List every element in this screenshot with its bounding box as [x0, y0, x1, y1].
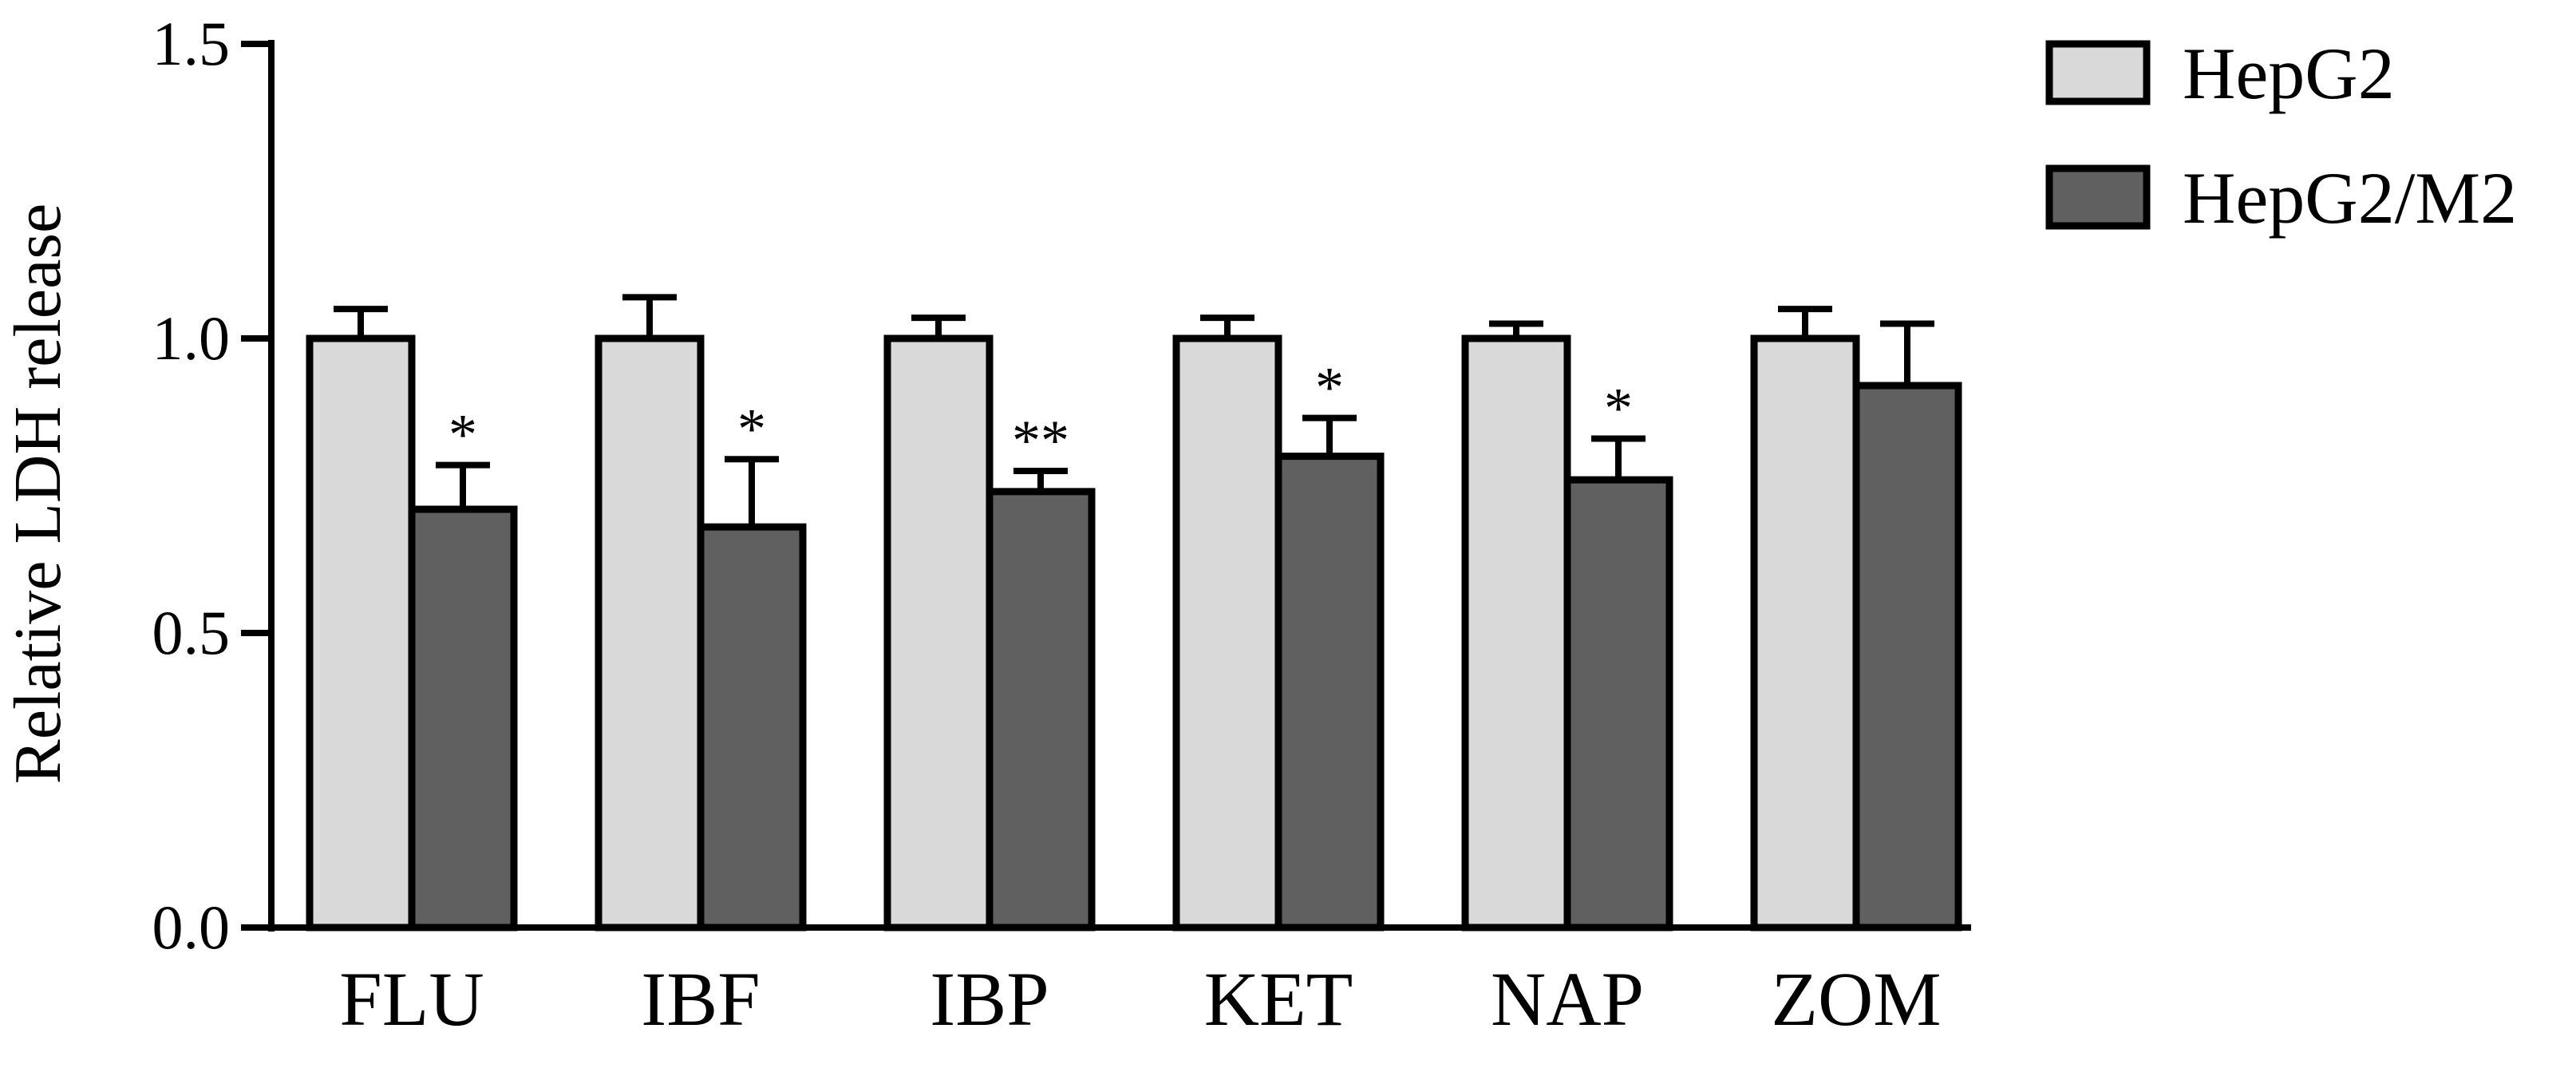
y-tick-label: 1.5 — [152, 9, 231, 78]
bar-hepg2-m2-nap — [1563, 476, 1673, 932]
x-category-label: ZOM — [1771, 956, 1941, 1042]
y-axis-title: Relative LDH release — [1, 204, 75, 785]
bar-hepg2-zom — [1750, 334, 1860, 932]
x-category-label: IBF — [641, 956, 760, 1042]
x-category-label: FLU — [339, 956, 484, 1042]
bar-hepg2-m2-ibf — [697, 523, 807, 932]
bar-hepg2-ket — [1172, 334, 1282, 932]
bars — [306, 294, 1962, 932]
bar-hepg2-ibf — [595, 334, 705, 932]
labels: * FLU * IBF ** IBP * KET * NAP ZOM — [339, 356, 1941, 1042]
legend-swatch — [2045, 164, 2151, 230]
bar-hepg2-ibp — [883, 334, 994, 932]
legend: HepG2 HepG2/M2 — [2045, 33, 2517, 239]
bar-hepg2-m2-zom — [1852, 382, 1962, 932]
significance-marker: * — [1604, 376, 1633, 440]
axes: 0.0 0.5 1.0 1.5 Relative LDH release — [1, 9, 1971, 962]
bar-hepg2-nap — [1461, 334, 1571, 932]
x-category-label: KET — [1204, 956, 1353, 1042]
x-category-label: IBP — [930, 956, 1049, 1042]
legend-swatch — [2045, 40, 2151, 105]
bar-hepg2-m2-ibp — [986, 488, 1096, 932]
bar-hepg2-m2-flu — [408, 505, 518, 932]
significance-marker: ** — [1012, 409, 1069, 473]
bar-hepg2-m2-ket — [1274, 453, 1385, 932]
y-tick-label: 0.5 — [152, 598, 231, 667]
y-tick-label: 1.0 — [152, 303, 231, 373]
x-category-label: NAP — [1491, 956, 1644, 1042]
significance-marker: * — [448, 403, 477, 467]
y-tick-label: 0.0 — [152, 892, 231, 962]
significance-marker: * — [737, 397, 766, 461]
legend-label: HepG2/M2 — [2183, 157, 2517, 239]
legend-label: HepG2 — [2183, 33, 2395, 114]
bar-hepg2-flu — [306, 334, 416, 932]
significance-marker: * — [1315, 356, 1344, 420]
